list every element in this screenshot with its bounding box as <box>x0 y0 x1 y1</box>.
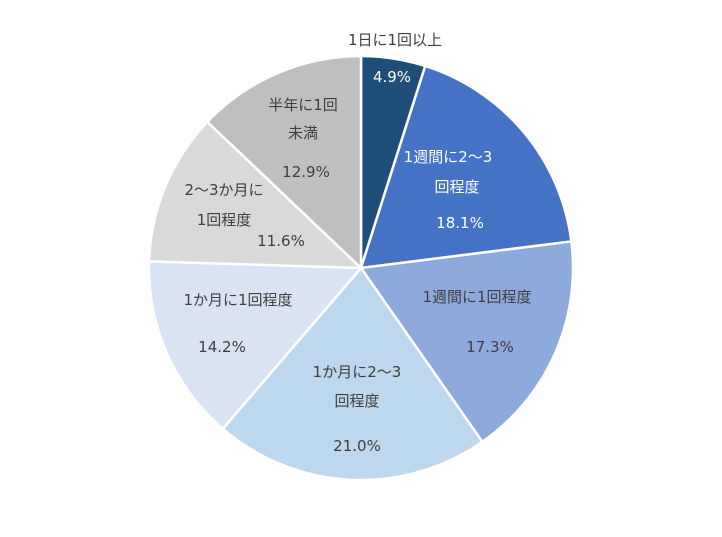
slice-label-6-line-1: 2～3か月に <box>184 181 263 199</box>
slice-label-4-line-1: 1か月に2～3 <box>313 363 402 381</box>
slice-value-label-4: 21.0% <box>333 437 381 455</box>
slice-label-2-line-2: 回程度 <box>434 178 479 196</box>
slice-label-1: 1日に1回以上 <box>348 31 442 49</box>
slice-value-label-5: 14.2% <box>198 338 246 356</box>
slice-label-6-line-2: 1回程度 <box>197 211 252 229</box>
pie-slice-4: 1か月に2～3 回程度 <box>221 266 484 482</box>
slice-label-4-line-2: 回程度 <box>334 392 379 410</box>
slice-value-label-6: 11.6% <box>257 232 305 250</box>
pie-slice-5: 1か月に1回程度 <box>147 260 363 431</box>
slice-value-label-7: 12.9% <box>282 163 330 181</box>
slice-label-3: 1週間に1回程度 <box>422 288 531 306</box>
pie-slice-2: 1週間に2～3 回程度 <box>359 64 573 270</box>
slice-value-label-3: 17.3% <box>466 338 514 356</box>
slice-label-5: 1か月に1回程度 <box>183 291 292 309</box>
slice-label-7-line-2: 未満 <box>288 124 318 142</box>
pie-slice-3: 1週間に1回程度 <box>359 240 575 444</box>
slice-label-2-line-1: 1週間に2～3 <box>404 148 493 166</box>
slice-value-label-1: 4.9% <box>373 68 411 86</box>
slice-label-7-line-1: 半年に1回 <box>268 96 338 114</box>
pie-slice-6: 2～3か月に 1回程度 <box>147 120 363 270</box>
slice-value-label-2: 18.1% <box>436 214 484 232</box>
